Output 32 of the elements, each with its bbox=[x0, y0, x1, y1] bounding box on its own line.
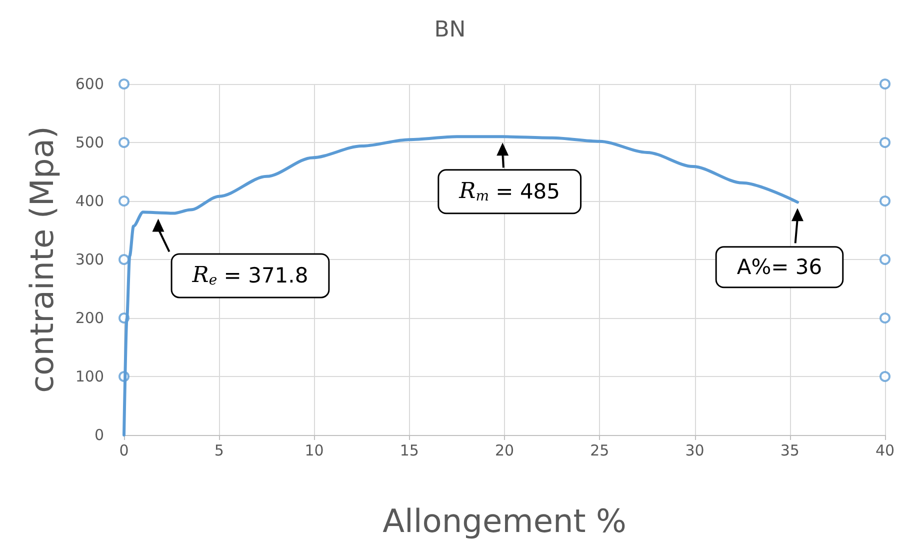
y-tick-label: 100 bbox=[75, 368, 104, 386]
x-tick-label: 10 bbox=[304, 442, 324, 460]
x-tick-label: 5 bbox=[214, 442, 224, 460]
x-tick-label: 35 bbox=[780, 442, 800, 460]
point bbox=[118, 254, 130, 265]
x-axis-title: Allongement % bbox=[382, 502, 626, 540]
point bbox=[880, 196, 890, 206]
annotation: Re = 371.8 bbox=[191, 263, 308, 289]
x-tick-label: 25 bbox=[590, 442, 610, 460]
annotation: A%= 36 bbox=[736, 255, 822, 280]
point bbox=[118, 78, 130, 90]
x-tick-label: 0 bbox=[119, 442, 129, 460]
chart-title: BN bbox=[434, 18, 466, 42]
annotation: Rm = 485 bbox=[458, 179, 560, 205]
x-tick-label: 40 bbox=[875, 442, 895, 460]
y-tick-label: 600 bbox=[75, 75, 104, 93]
point bbox=[880, 371, 890, 382]
y-tick-label: 400 bbox=[75, 192, 104, 210]
y-tick-label: 200 bbox=[75, 309, 104, 327]
y-tick-label: 0 bbox=[94, 426, 104, 444]
point bbox=[118, 137, 130, 148]
x-tick-label: 15 bbox=[400, 442, 419, 460]
x-tick-label: 20 bbox=[494, 442, 514, 460]
x-tick-label: 30 bbox=[685, 442, 704, 460]
point bbox=[880, 78, 890, 90]
point bbox=[880, 137, 890, 148]
y-tick-label: 500 bbox=[75, 134, 104, 152]
y-axis-title: contrainte (Mpa) bbox=[23, 126, 61, 393]
point bbox=[118, 196, 130, 206]
point bbox=[880, 312, 890, 324]
point bbox=[880, 254, 890, 265]
y-tick-label: 300 bbox=[75, 250, 104, 268]
